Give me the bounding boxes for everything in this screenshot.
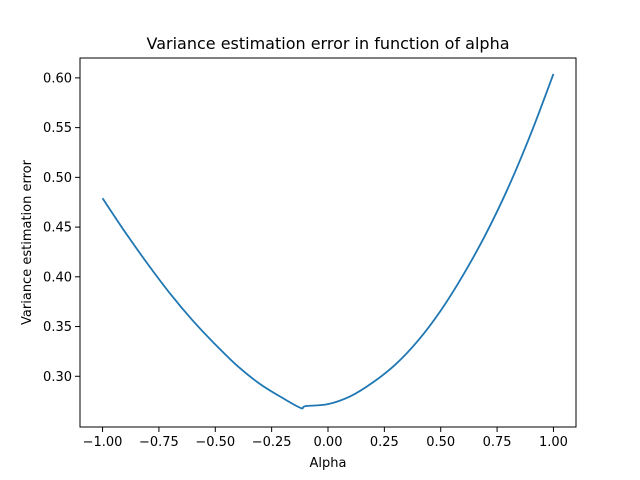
series-line [101,73,555,410]
x-tick-label: 0.00 [314,435,343,450]
y-tick-label: 0.35 [43,320,72,335]
plot-area [101,73,555,410]
y-tick-label: 0.55 [43,121,72,136]
x-tick-label: 0.75 [483,435,512,450]
x-tick-label: 1.00 [539,435,568,450]
x-tick-label: −0.50 [195,435,235,450]
y-axis-ticks: 0.30 0.35 0.40 0.45 0.50 0.55 0.60 [43,71,80,385]
x-tick-label: 0.25 [370,435,399,450]
y-tick-label: 0.40 [43,270,72,285]
x-axis-ticks: −1.00 −0.75 −0.50 −0.25 0.00 0.25 0.50 0.75 1.00 [83,427,568,450]
y-tick-label: 0.45 [43,221,72,236]
y-axis-title: Variance estimation error [20,159,35,325]
x-tick-label: 0.50 [426,435,455,450]
x-tick-label: −0.75 [139,435,179,450]
x-tick-label: −0.25 [252,435,292,450]
y-tick-label: 0.30 [43,370,72,385]
chart-title: Variance estimation error in function of… [146,34,509,53]
x-tick-label: −1.00 [83,435,123,450]
axes-frame [79,57,577,428]
y-tick-label: 0.60 [43,71,72,86]
x-axis-title: Alpha [310,456,347,471]
y-tick-label: 0.50 [43,171,72,186]
